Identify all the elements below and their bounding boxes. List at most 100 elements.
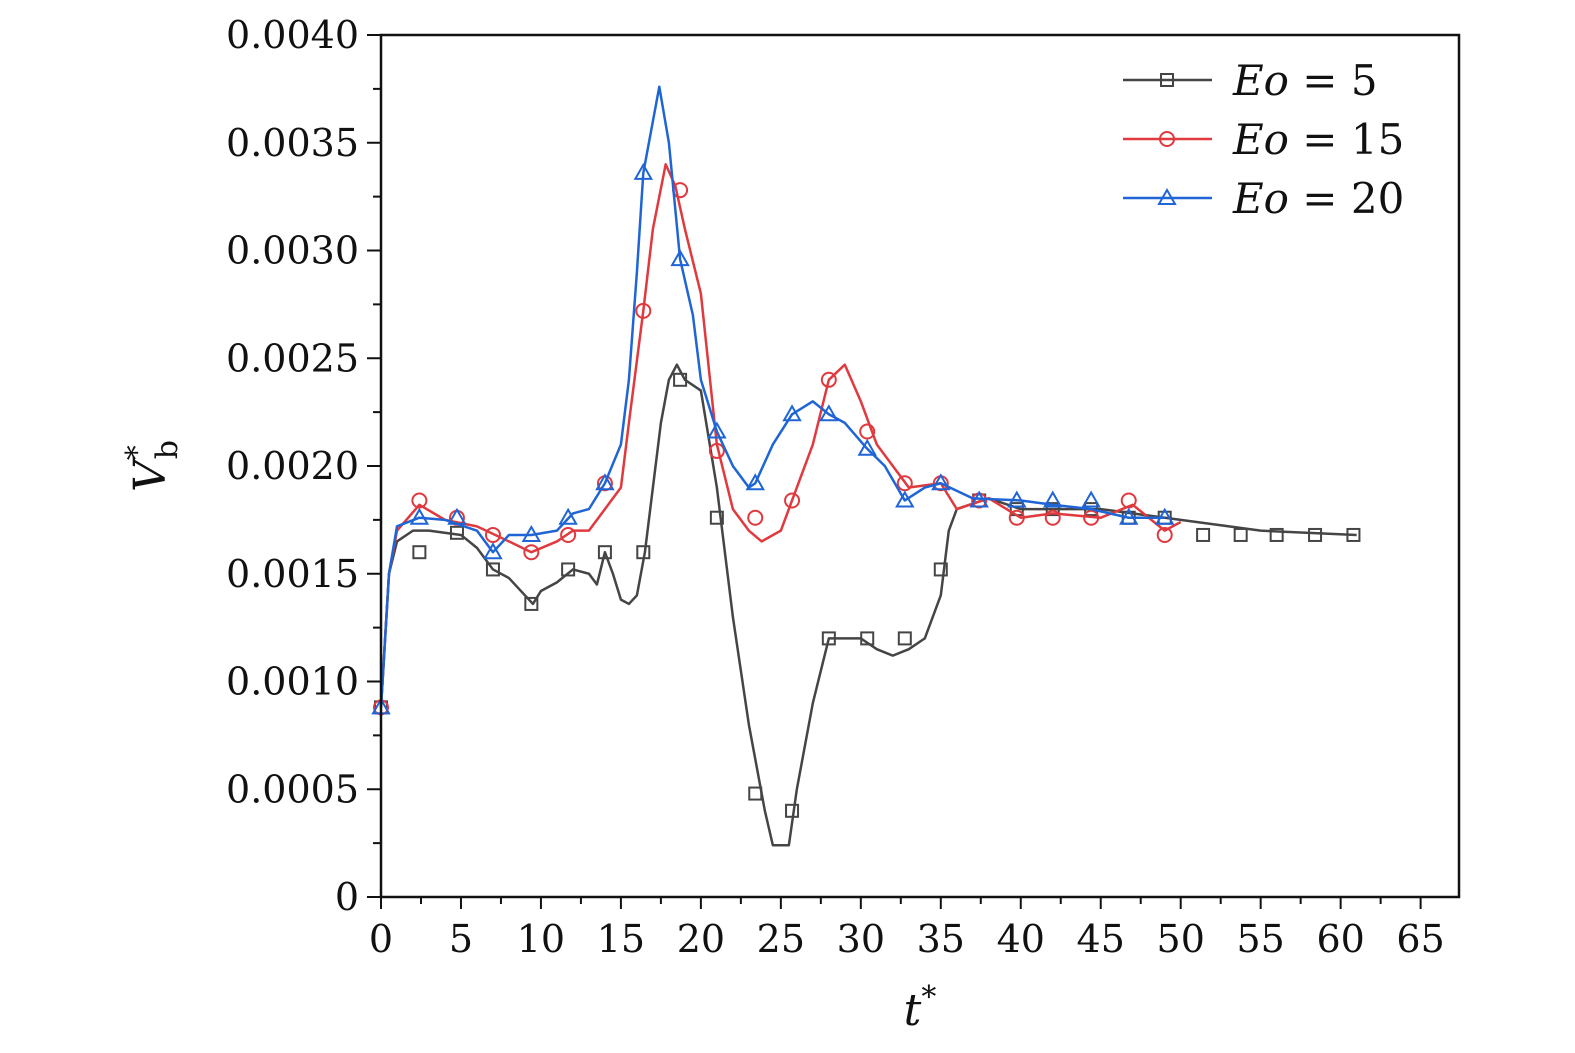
legend-marker (1157, 187, 1177, 205)
y-tick-label: 0.0040 (226, 13, 359, 57)
x-tick-label: 35 (917, 917, 965, 961)
data-point (560, 526, 577, 543)
legend-item: Eo = 5 (1123, 56, 1378, 105)
data-point (784, 492, 801, 509)
y-tick-label: 0.0020 (226, 444, 359, 488)
data-point (673, 372, 688, 387)
legend-label: Eo = 15 (1232, 115, 1404, 164)
data-point (821, 631, 836, 646)
x-axis-label: t* (904, 980, 937, 1036)
data-point (931, 473, 951, 491)
series-line (379, 85, 1165, 708)
data-point (896, 475, 913, 492)
data-point (558, 507, 578, 525)
data-point (895, 490, 915, 508)
data-point (1154, 507, 1175, 525)
legend: Eo = 5 Eo = 15 Eo = 20 (1123, 56, 1404, 223)
y-tick-label: 0.0005 (226, 767, 359, 811)
legend-item: Eo = 15 (1123, 115, 1404, 164)
data-point (1269, 527, 1284, 542)
data-point (1083, 509, 1100, 526)
data-point (1156, 526, 1173, 543)
y-tick-label: 0.0035 (226, 121, 359, 165)
data-point (860, 631, 875, 646)
data-point (747, 509, 764, 526)
x-tick-label: 60 (1316, 917, 1364, 961)
data-point (1346, 527, 1361, 542)
y-axis-label: V*b (120, 440, 185, 492)
data-point (633, 162, 654, 180)
data-point (524, 596, 539, 611)
data-point (411, 492, 428, 509)
x-tick-label: 65 (1396, 917, 1444, 961)
data-point (485, 562, 500, 577)
legend-marker (1159, 131, 1175, 147)
data-point (449, 525, 464, 540)
data-point (1233, 527, 1248, 542)
data-point (484, 526, 501, 543)
x-tick-label: 40 (997, 917, 1045, 961)
data-point (745, 473, 765, 491)
y-tick-label: 0 (335, 875, 359, 919)
plot-frame (379, 33, 1461, 899)
svg-text:V*b: V*b (120, 440, 185, 492)
series-line (379, 363, 1357, 847)
data-point (670, 249, 690, 267)
data-point (1081, 490, 1101, 508)
data-point (1043, 490, 1063, 508)
x-tick-label: 20 (677, 917, 725, 961)
x-tick-label: 5 (449, 917, 473, 961)
data-point (1044, 509, 1061, 526)
data-point (820, 371, 837, 388)
data-point (708, 442, 725, 459)
data-point (636, 545, 651, 560)
x-tick-label: 10 (517, 917, 565, 961)
x-tick-label: 30 (837, 917, 885, 961)
data-point (782, 404, 802, 422)
plot-marks (371, 85, 1361, 847)
legend-item: Eo = 20 (1123, 174, 1404, 223)
data-point (561, 562, 576, 577)
data-point (595, 473, 615, 491)
data-point (709, 510, 724, 525)
legend-label: Eo = 20 (1232, 174, 1404, 223)
series-1 (374, 363, 1361, 847)
y-tick-label: 0.0010 (226, 660, 359, 704)
x-tick-label: 25 (757, 917, 805, 961)
y-tick-label: 0.0015 (226, 552, 359, 596)
data-point (1308, 527, 1323, 542)
data-point (523, 544, 540, 561)
data-point (597, 545, 612, 560)
y-tick-label: 0.0025 (226, 336, 359, 380)
data-point (1007, 490, 1027, 508)
x-tick-label: 55 (1236, 917, 1284, 961)
data-point (933, 562, 948, 577)
y-tick-label: 0.0030 (226, 229, 359, 273)
data-point (412, 545, 427, 560)
data-point (483, 542, 503, 560)
data-point (635, 302, 652, 319)
data-point (1120, 492, 1137, 509)
x-tick-label: 50 (1157, 917, 1205, 961)
data-point (1008, 509, 1025, 526)
series-3 (371, 85, 1175, 715)
data-point (1045, 502, 1060, 517)
data-point (707, 421, 727, 439)
data-point (409, 507, 430, 525)
data-point (521, 524, 542, 542)
axis-ticks: 0 5 10 15 20 25 30 35 40 45 50 55 60 65 0 0.0005 0.0010 0… (226, 13, 1445, 961)
data-point (785, 803, 800, 818)
data-point (969, 490, 989, 508)
data-point (1118, 507, 1139, 525)
legend-label: Eo = 5 (1232, 56, 1378, 105)
series-line (379, 163, 1182, 708)
x-tick-label: 15 (597, 917, 645, 961)
data-point (748, 786, 763, 801)
legend-marker (1160, 73, 1174, 87)
data-point (859, 423, 876, 440)
data-point (447, 507, 467, 525)
data-point (897, 631, 912, 646)
x-tick-label: 0 (369, 917, 393, 961)
data-point (819, 404, 839, 422)
